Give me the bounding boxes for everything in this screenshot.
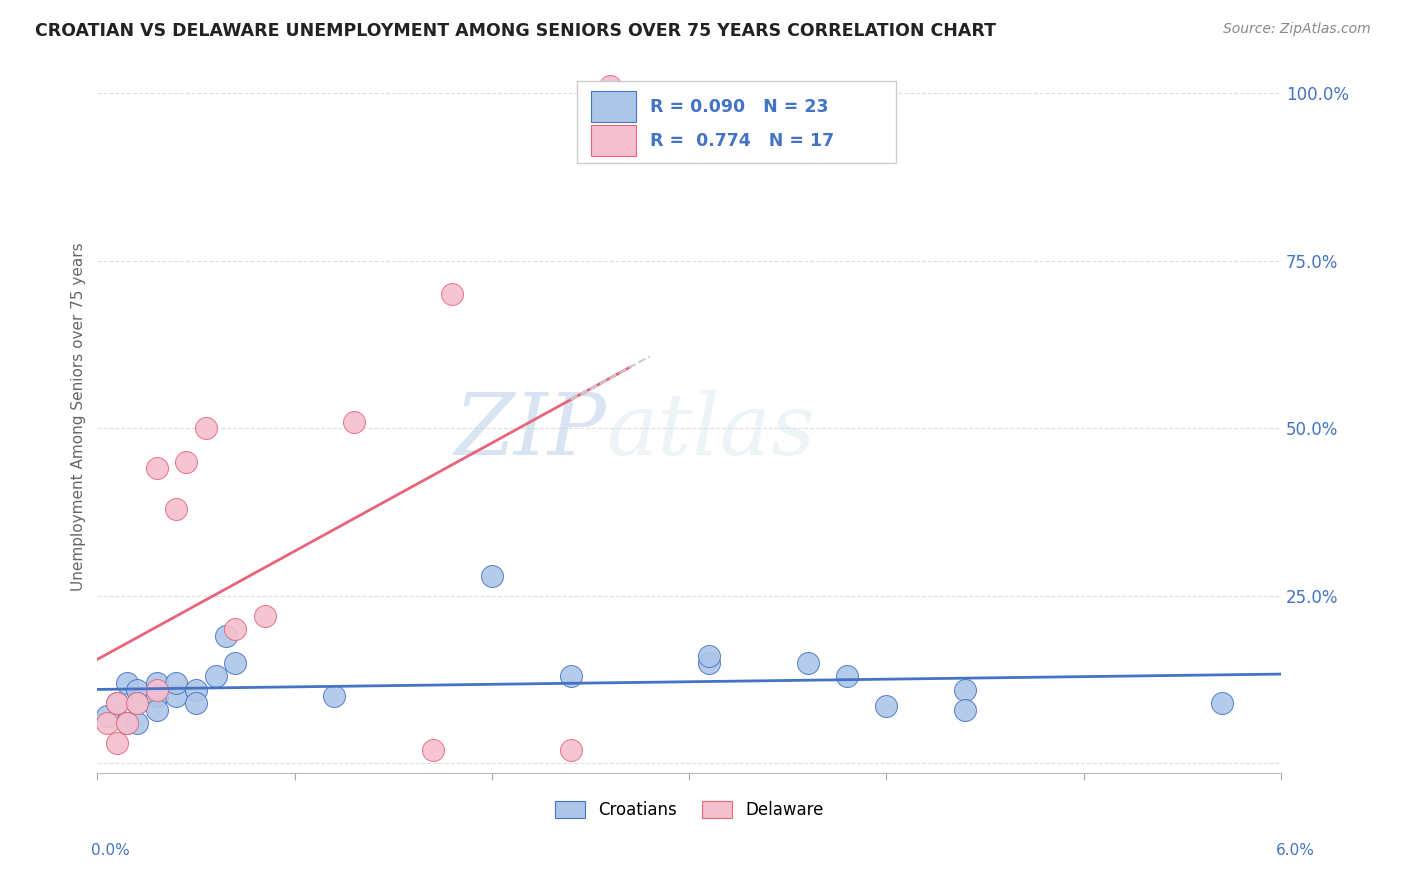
Legend: Croatians, Delaware: Croatians, Delaware [548, 794, 830, 826]
Point [105, 696, 128, 710]
Point [165, 690, 187, 704]
Point [599, 79, 621, 94]
Point [96, 716, 118, 731]
FancyBboxPatch shape [591, 91, 636, 121]
Point [105, 696, 128, 710]
Point [323, 690, 346, 704]
Point [125, 696, 148, 710]
Point [875, 699, 897, 714]
Point [214, 629, 236, 643]
Point [194, 421, 217, 435]
Point [145, 682, 167, 697]
Point [125, 716, 148, 731]
Point [224, 656, 246, 670]
Point [253, 608, 276, 623]
FancyBboxPatch shape [591, 125, 636, 156]
Point [1211, 696, 1233, 710]
Point [125, 696, 148, 710]
Y-axis label: Unemployment Among Seniors over 75 years: Unemployment Among Seniors over 75 years [72, 243, 86, 591]
Point [115, 716, 138, 731]
Point [697, 656, 720, 670]
Point [165, 501, 187, 516]
Point [560, 743, 582, 757]
Point [145, 690, 167, 704]
Point [165, 676, 187, 690]
Point [481, 568, 503, 582]
Text: ZIP: ZIP [454, 390, 606, 472]
Point [115, 716, 138, 731]
Point [105, 736, 128, 750]
Point [96, 709, 118, 723]
Point [115, 676, 138, 690]
Point [204, 669, 226, 683]
Point [343, 415, 366, 429]
Point [955, 703, 977, 717]
Point [224, 623, 246, 637]
Text: 0.0%: 0.0% [91, 843, 131, 858]
Point [796, 656, 818, 670]
Point [145, 676, 167, 690]
Text: R =  0.774   N = 17: R = 0.774 N = 17 [650, 132, 834, 150]
Point [560, 669, 582, 683]
Point [422, 743, 444, 757]
Point [125, 682, 148, 697]
FancyBboxPatch shape [576, 81, 896, 163]
Point [184, 696, 207, 710]
Text: CROATIAN VS DELAWARE UNEMPLOYMENT AMONG SENIORS OVER 75 YEARS CORRELATION CHART: CROATIAN VS DELAWARE UNEMPLOYMENT AMONG … [35, 22, 995, 40]
Point [955, 682, 977, 697]
Point [174, 455, 197, 469]
Text: Source: ZipAtlas.com: Source: ZipAtlas.com [1223, 22, 1371, 37]
Text: R = 0.090   N = 23: R = 0.090 N = 23 [650, 98, 828, 116]
Point [145, 461, 167, 475]
Point [145, 703, 167, 717]
Text: atlas: atlas [606, 390, 815, 472]
Point [441, 287, 464, 301]
Point [835, 669, 858, 683]
Point [697, 649, 720, 664]
Point [184, 682, 207, 697]
Text: 6.0%: 6.0% [1275, 843, 1315, 858]
